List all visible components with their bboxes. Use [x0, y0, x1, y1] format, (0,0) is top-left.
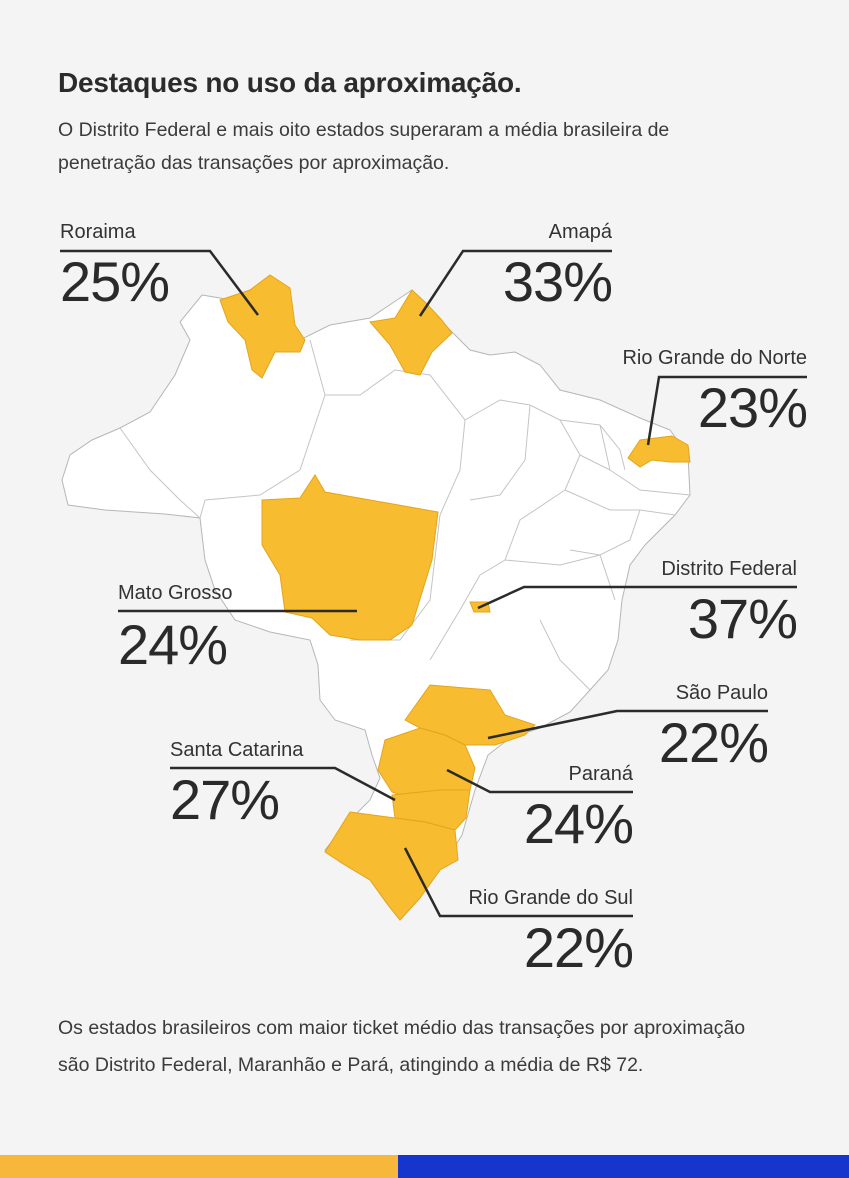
footer-text: Os estados brasileiros com maior ticket …	[58, 1017, 746, 1076]
state-roraima	[219, 274, 306, 379]
state-percent-label: 27%	[170, 768, 280, 831]
state-name-label: Distrito Federal	[661, 558, 797, 580]
state-mato-grosso	[261, 474, 439, 641]
state-name-label: Paraná	[568, 763, 634, 785]
state-percent-label: 24%	[118, 613, 228, 676]
intro-text: O Distrito Federal e mais oito estados s…	[58, 119, 670, 174]
callout-distrito-federal: Distrito Federal 37%	[661, 557, 798, 650]
state-percent-label: 24%	[523, 792, 634, 855]
state-name-label: São Paulo	[675, 682, 768, 704]
state-amapa	[369, 289, 453, 376]
state-rio-grande-do-sul	[324, 811, 459, 921]
leader-roraima	[60, 249, 259, 316]
bottom-bar-yellow	[0, 1155, 398, 1178]
state-percent-label: 22%	[523, 916, 634, 979]
state-rio-grande-do-norte	[627, 435, 691, 468]
state-name-label: Roraima	[60, 221, 136, 243]
state-name-label: Amapá	[548, 221, 612, 243]
callout-parana: Paraná 24%	[523, 762, 634, 855]
callout-mato-grosso: Mato Grosso 24%	[118, 581, 232, 675]
state-name-label: Santa Catarina	[170, 739, 304, 761]
state-name-label: Rio Grande do Norte	[622, 347, 807, 369]
callout-santa-catarina: Santa Catarina 27%	[170, 738, 303, 830]
leader-rio-grande-do-norte	[646, 375, 807, 446]
callout-sao-paulo: São Paulo 22%	[658, 681, 769, 774]
leader-sao-paulo	[487, 709, 768, 740]
leader-distrito-federal	[477, 585, 797, 610]
callout-rio-grande-do-sul: Rio Grande do Sul 22%	[468, 886, 634, 979]
state-name-label: Rio Grande do Sul	[468, 887, 633, 909]
leader-santa-catarina	[170, 766, 396, 802]
state-name-label: Mato Grosso	[118, 582, 233, 604]
state-percent-label: 22%	[658, 711, 769, 774]
state-percent-label: 25%	[60, 250, 170, 313]
leader-amapa	[418, 249, 612, 317]
callout-amapa: Amapá 33%	[502, 220, 613, 313]
page-title: Destaques no uso da aproximação.	[58, 67, 522, 98]
leader-rio-grande-do-sul	[403, 847, 633, 918]
callout-rio-grande-do-norte: Rio Grande do Norte 23%	[622, 346, 808, 439]
leader-lines	[60, 249, 807, 918]
state-percent-label: 23%	[697, 376, 808, 439]
callout-roraima: Roraima 25%	[60, 220, 170, 313]
bottom-bar-blue	[398, 1155, 849, 1178]
highlighted-states	[219, 274, 691, 921]
leader-parana	[446, 768, 633, 794]
state-percent-label: 33%	[502, 250, 613, 313]
state-borders	[119, 339, 691, 691]
state-percent-label: 37%	[687, 587, 798, 650]
